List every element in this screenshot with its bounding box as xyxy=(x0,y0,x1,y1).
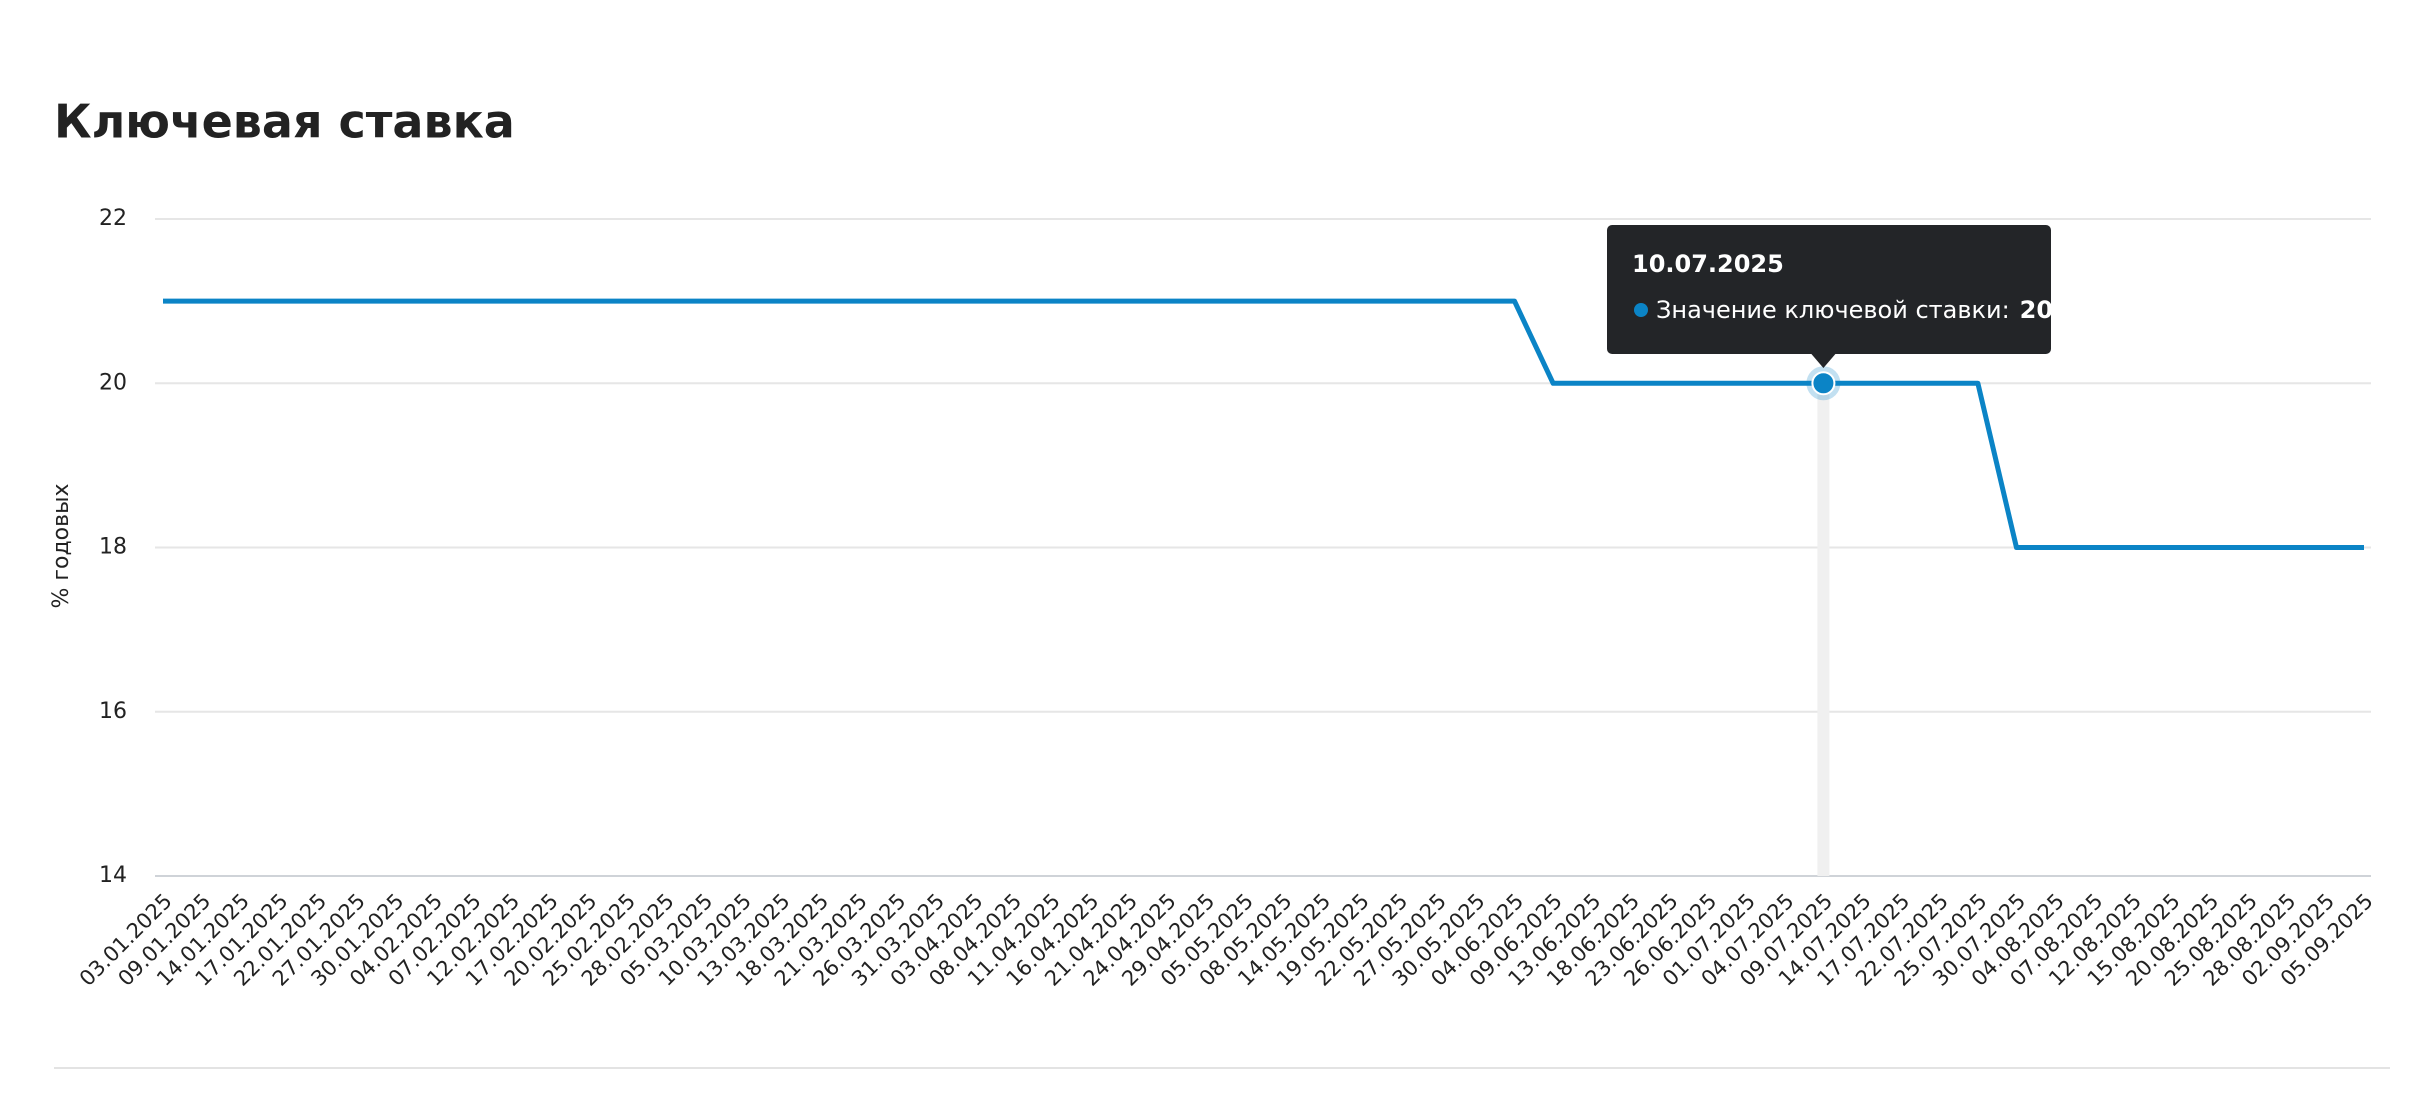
line xyxy=(163,298,2364,550)
tooltip-label: Значение ключевой ставки: xyxy=(1656,296,2010,324)
y-tick-label: 14 xyxy=(99,863,127,888)
tooltip-date: 10.07.2025 xyxy=(1632,250,1784,278)
hover-point xyxy=(1811,371,1836,396)
tooltip-pointer xyxy=(1811,354,1836,368)
chart-title: Ключевая ставка xyxy=(54,95,515,149)
y-tick-label: 16 xyxy=(99,699,127,724)
tooltip: 10.07.2025 Значение ключевой ставки: 20 xyxy=(1607,225,2053,368)
y-tick-label: 20 xyxy=(99,370,127,395)
hover-band xyxy=(1817,383,1830,876)
tooltip-box xyxy=(1607,225,2051,354)
y-tick-label: 18 xyxy=(99,535,127,560)
y-tick-label: 22 xyxy=(99,206,127,231)
tooltip-value: 20 xyxy=(2020,296,2053,324)
y-axis-label: % годовых xyxy=(49,484,74,609)
tooltip-dot xyxy=(1634,303,1648,317)
